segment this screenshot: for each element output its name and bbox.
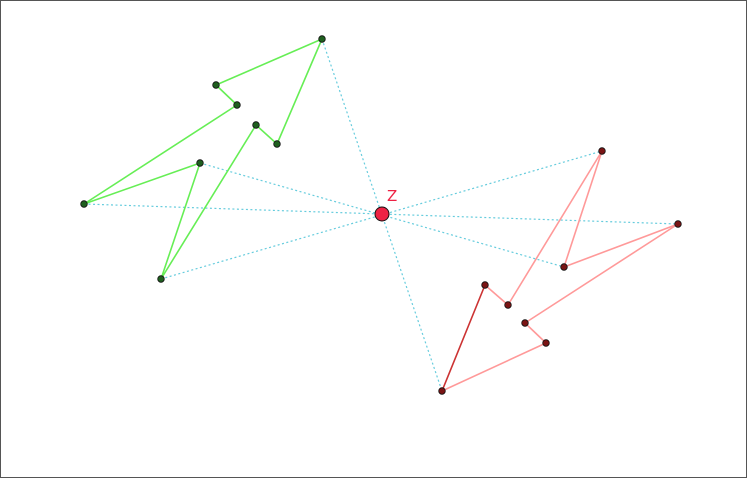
polygon-edge (484, 284, 509, 306)
polygon-edge (441, 342, 547, 392)
polygon-edge (563, 223, 679, 268)
polygon-vertex[interactable] (80, 200, 88, 208)
polygon-edge (524, 223, 679, 324)
green-polygon (83, 38, 323, 280)
polygon-vertex[interactable] (598, 147, 606, 155)
polygon-edge (83, 104, 238, 205)
polygon-vertex[interactable] (233, 101, 241, 109)
polygon-edge (524, 322, 547, 344)
polygon-vertex[interactable] (542, 339, 550, 347)
polygon-edge (215, 84, 238, 106)
polygon-edge (160, 162, 201, 280)
polygon-edge (255, 124, 278, 145)
polygon-vertex[interactable] (196, 159, 204, 167)
polygon-edge (563, 150, 603, 268)
polygon-vertex[interactable] (212, 81, 220, 89)
polygon-vertex[interactable] (504, 301, 512, 309)
polygon-edge (215, 38, 323, 86)
polygon-vertex[interactable] (318, 35, 326, 43)
red-polygon (441, 150, 679, 392)
center-point-label: Z (387, 187, 397, 205)
red-polygon-vertices (438, 147, 682, 395)
polygon-vertex[interactable] (157, 275, 165, 283)
polygon-vertex[interactable] (674, 220, 682, 228)
polygon-edge (276, 38, 323, 145)
polygon-vertex[interactable] (438, 387, 446, 395)
polygon-edge (441, 284, 486, 392)
polygon-edge (83, 162, 201, 205)
polygon-edge (507, 150, 603, 306)
polygon-vertex[interactable] (252, 121, 260, 129)
green-polygon-vertices (80, 35, 326, 283)
polygon-vertex[interactable] (481, 281, 489, 289)
polygon-vertex[interactable] (560, 263, 568, 271)
polygon-vertex[interactable] (521, 319, 529, 327)
polygon-vertex[interactable] (273, 140, 281, 148)
polygon-edge (160, 124, 257, 280)
center-point-z[interactable] (374, 206, 390, 222)
